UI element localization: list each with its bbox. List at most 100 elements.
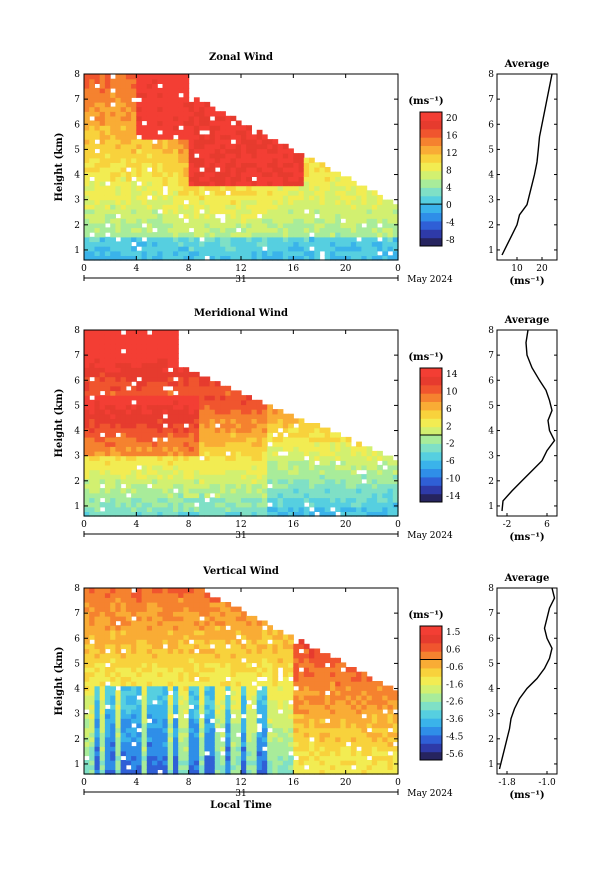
heatmap-cell [319,488,326,494]
heatmap-cell [220,769,226,775]
heatmap-cell [303,446,310,452]
heatmap-cell [141,648,148,654]
heatmap-cell [136,606,143,612]
heatmap-cell [173,120,179,126]
heatmap-cell [204,657,211,664]
heatmap-cell [298,455,305,461]
heatmap-cell [392,483,399,489]
heatmap-cell [309,427,315,433]
heatmap-cell [125,371,132,378]
heatmap-cell [125,236,132,243]
heatmap-cell [110,362,116,368]
y-tick-label: 5 [74,145,80,155]
heatmap-cell [115,395,122,401]
heatmap-cell [246,662,252,668]
heatmap-cell [204,194,211,201]
heatmap-cell [277,764,284,770]
heatmap-cell [366,483,373,489]
heatmap-cell [162,167,169,173]
heatmap-cell [193,615,200,622]
heatmap-cell [319,441,326,447]
heatmap-cell [303,427,310,433]
heatmap-cell [293,180,300,187]
heatmap-cell [104,474,111,480]
x-tick-label: 12 [235,264,246,274]
heatmap-cell [303,162,310,168]
heatmap-cell [220,446,226,452]
heatmap-cell [146,441,153,447]
heatmap-cell [115,497,122,503]
heatmap-cell [115,502,122,508]
heatmap-cell [183,246,190,252]
heatmap-cell [84,606,90,612]
heatmap-cell [136,722,143,729]
heatmap-cell [131,362,137,368]
heatmap-cell [298,162,305,168]
heatmap-cell [136,432,143,438]
heatmap-cell [272,241,279,247]
heatmap-cell [84,362,90,368]
heatmap-cell [319,474,326,480]
heatmap-cell [99,657,106,664]
heatmap-cell [178,441,184,447]
heatmap-cell [178,732,184,738]
heatmap-cell [298,718,305,724]
heatmap-cell [371,194,378,201]
heatmap-cell [152,736,158,743]
heatmap-cell [261,409,268,415]
y-tick-label: 8 [74,326,80,336]
heatmap-cell [267,157,273,163]
heatmap-cell [214,176,221,182]
heatmap-cell [188,746,195,752]
heatmap-cell [204,153,211,159]
heatmap-cell [104,657,111,664]
heatmap-cell [225,125,232,131]
colorbar-swatch [420,443,442,453]
heatmap-cell [235,713,242,719]
heatmap-cell [94,667,101,673]
heatmap-cell [173,353,179,359]
heatmap-cell [131,162,137,168]
heatmap-cell [350,250,357,256]
heatmap-cell [340,497,347,503]
heatmap-cell [261,227,268,233]
heatmap-cell [225,667,232,673]
heatmap-cell [89,162,95,168]
heatmap-cell [131,413,137,419]
heatmap-cell [241,667,247,673]
heatmap-cell [141,227,148,233]
heatmap-cell [272,681,279,687]
heatmap-cell [199,483,205,489]
heatmap-cell [251,255,258,261]
heatmap-cell [183,162,190,168]
heatmap-cell [110,78,116,84]
heatmap-cell [256,199,263,205]
heatmap-cell [84,376,90,382]
heatmap-cell [146,390,153,396]
heatmap-cell [173,101,179,108]
heatmap-cell [188,643,195,650]
heatmap-cell [267,404,273,410]
heatmap-cell [125,741,132,747]
heatmap-cell [272,450,279,457]
heatmap-cell [141,83,148,89]
heatmap-cell [204,662,211,668]
heatmap-cell [183,143,190,150]
heatmap-cell [293,241,300,247]
heatmap-cell [251,760,258,766]
heatmap-cell [366,190,373,196]
heatmap-cell [115,125,122,131]
heatmap-cell [225,446,232,452]
heatmap-cell [120,185,127,191]
heatmap-cell [152,218,158,224]
heatmap-cell [361,488,368,494]
heatmap-cell [209,699,216,705]
heatmap-cell [141,746,148,752]
heatmap-cell [136,685,143,691]
heatmap-cell [99,708,106,715]
heatmap-cell [188,718,195,724]
heatmap-cell [214,643,221,650]
heatmap-cell [235,741,242,747]
heatmap-cell [104,78,111,84]
heatmap-cell [120,741,127,747]
